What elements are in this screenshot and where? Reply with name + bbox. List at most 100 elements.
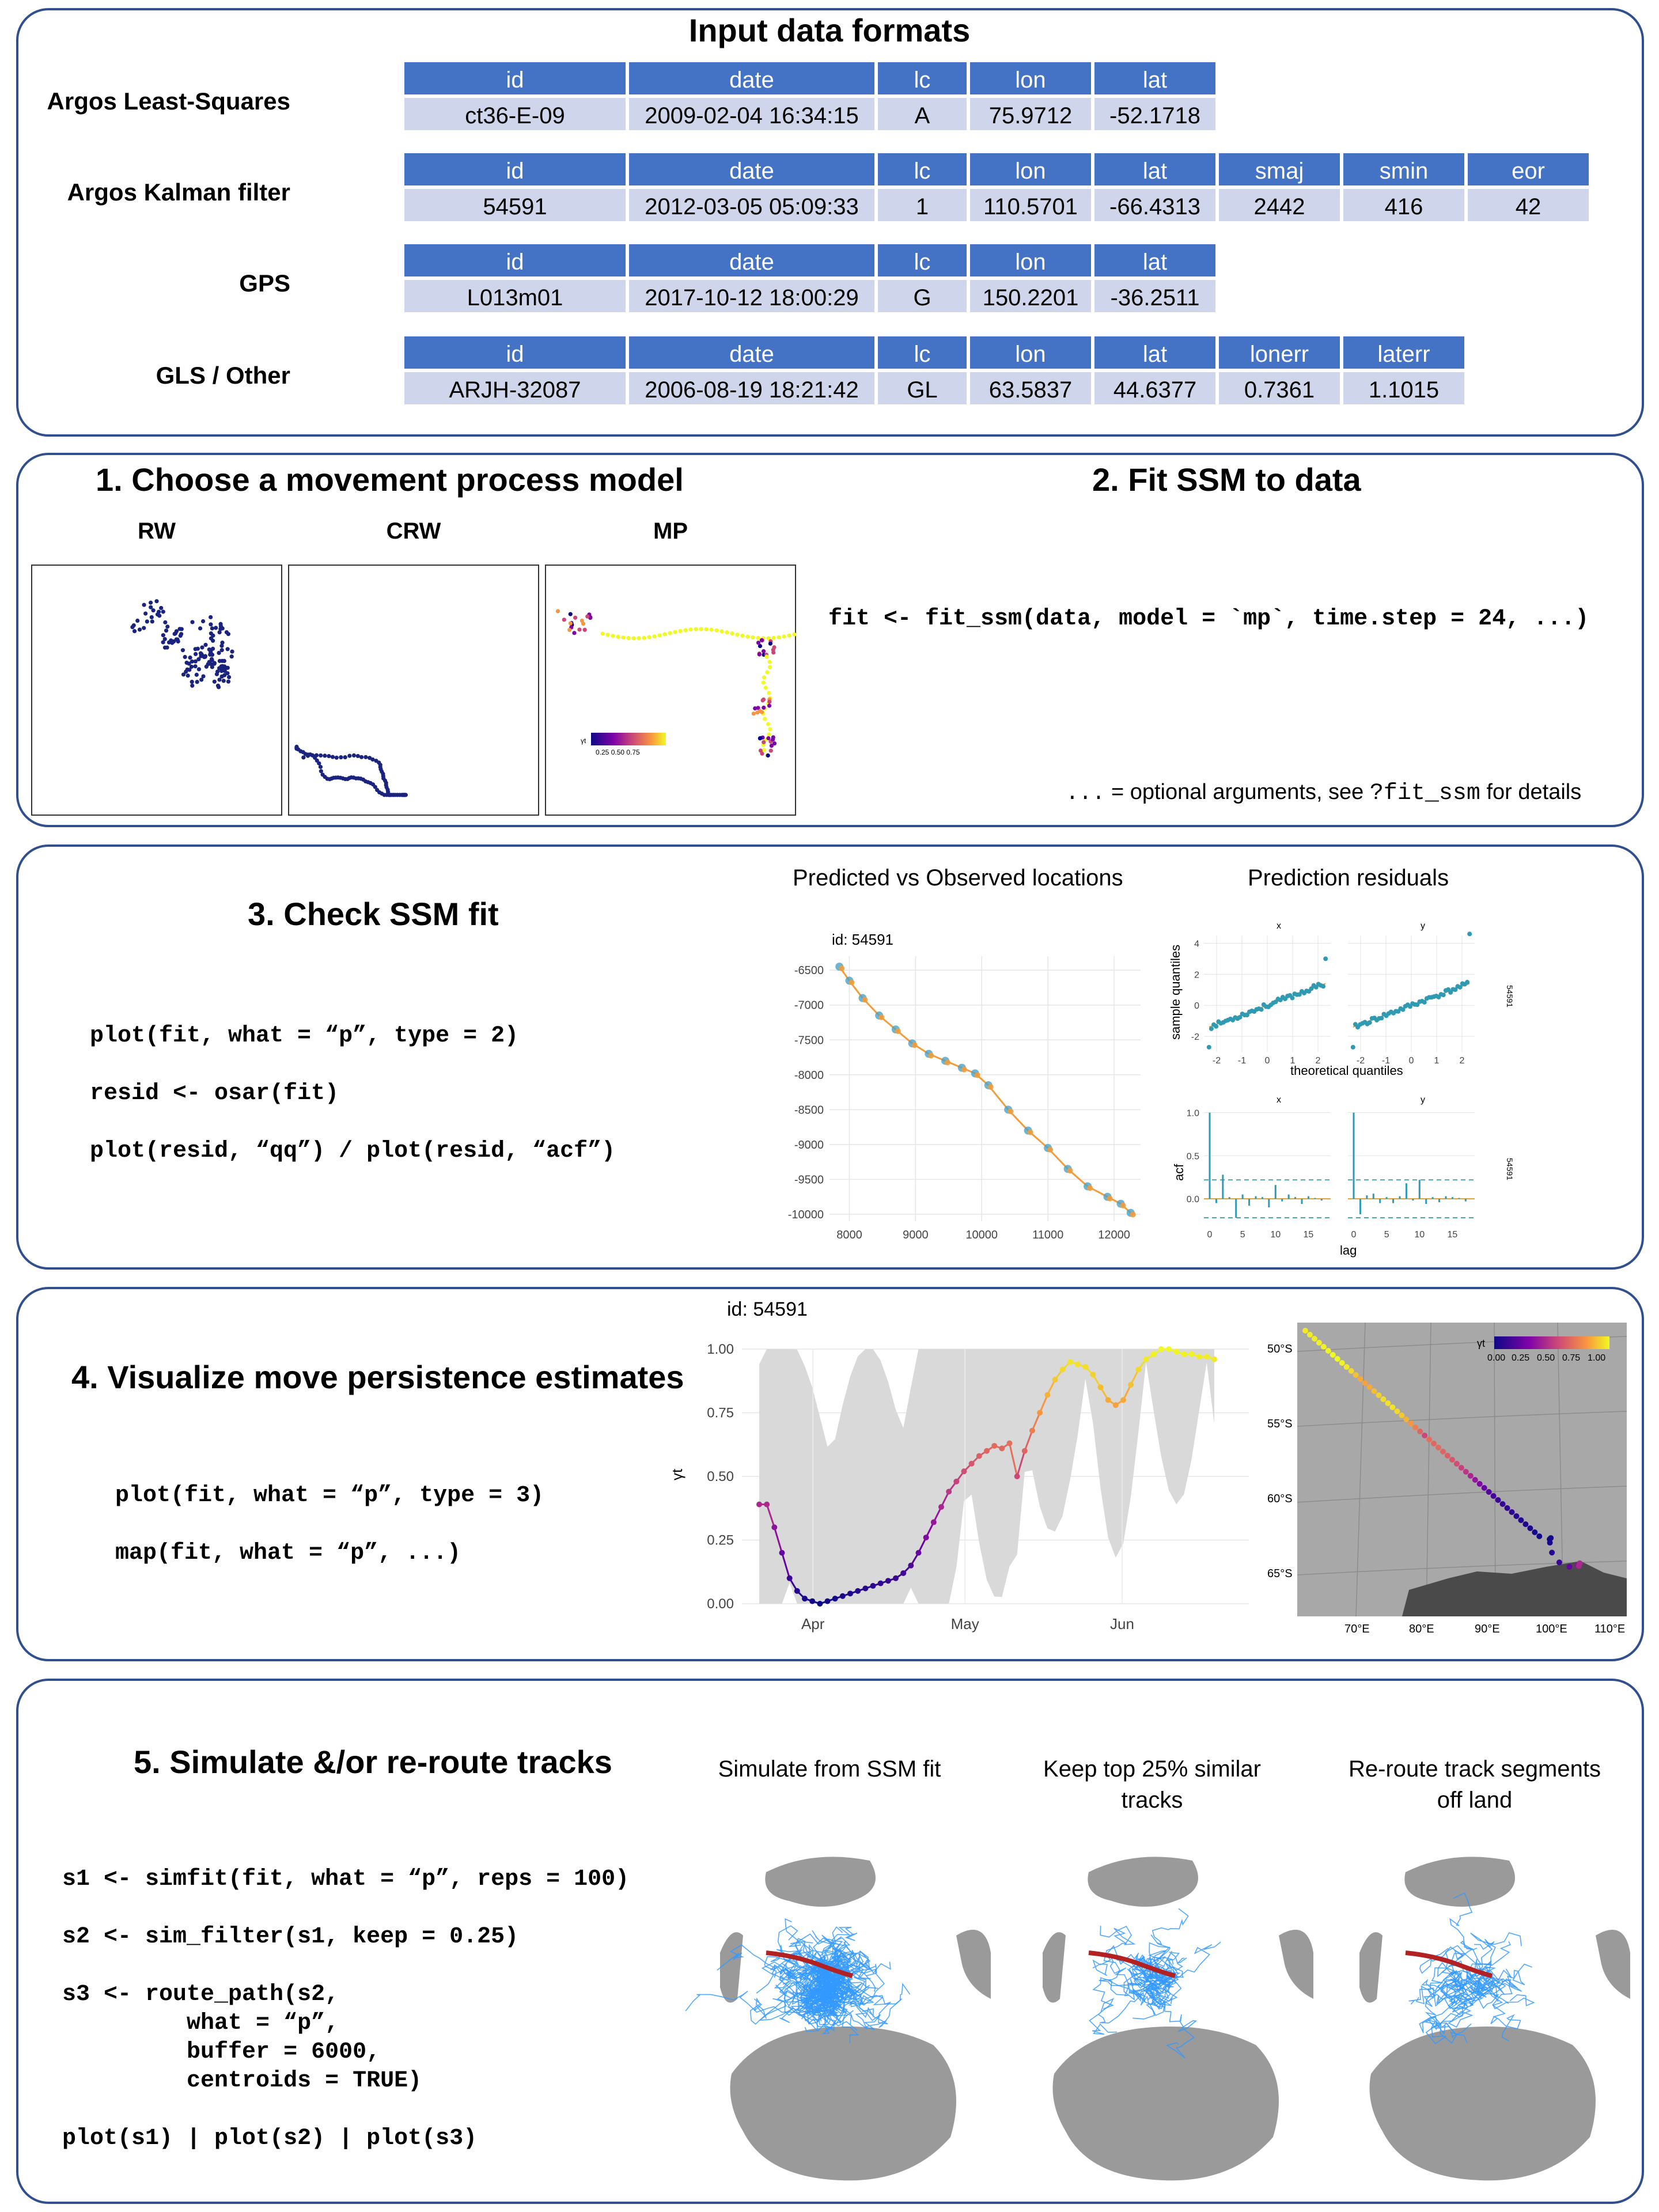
table-header-cell: eor [1468,153,1592,189]
map-tick-4: 1.00 [1588,1353,1605,1363]
map-lon-110: 110°E [1594,1623,1625,1635]
track-point [190,683,195,688]
simulated-track [1437,1961,1512,2001]
map-track-point [1463,1469,1469,1475]
track-point [568,612,573,616]
acf-x-tick: 0 [1351,1230,1357,1240]
map-track-point [1412,1425,1419,1430]
map-track-point [1453,1461,1460,1467]
map-track-point [1566,1563,1573,1570]
y-tick-label: -9500 [794,1173,824,1186]
observed-track [1088,1950,1176,1978]
gamma-point [1097,1384,1104,1391]
x-tick-label: 12000 [1098,1229,1130,1241]
fit-ssm-note: ... = optional arguments, see ?fit_ssm f… [1066,780,1581,806]
track-point [757,652,762,657]
gamma-point [794,1588,800,1594]
map-track-point [1320,1344,1327,1350]
map-track-point [1527,1525,1533,1531]
track-point [719,629,724,634]
track-point [204,664,209,669]
model-fit-panel [16,453,1644,827]
table-header-cell: smaj [1219,153,1343,189]
map-track-point [1417,1429,1423,1434]
track-point [214,626,218,630]
track-point [767,732,771,737]
input-formats-title: Input data formats [688,12,971,48]
track-point [600,631,605,636]
track-point [763,685,768,690]
qq-plot: -2 -1 0 1 2 -2 -1 0 1 2 -2 0 2 4 sample quantiles the… [1168,922,1514,1078]
gamma-point [923,1535,929,1541]
track-point [193,659,198,664]
table-cell: A [878,98,970,134]
qq-point [1309,986,1314,991]
step5-title: 5. Simulate &/or re-route tracks [134,1744,612,1780]
table-header-cell: lon [970,62,1094,98]
antarctica-land [1402,1561,1627,1616]
track-point [756,641,761,645]
y-tick-label: -7500 [794,1034,824,1047]
table-header-cell: lc [878,62,970,98]
track-point [375,787,380,793]
globe1-title: Simulate from SSM fit [680,1753,979,1785]
map-track-point [1348,1368,1354,1374]
track-point [184,660,189,665]
track-point [184,669,188,674]
simulated-track [1448,1892,1482,1985]
step4-code-2: map(fit, what = “p”, ...) [115,1540,461,1566]
gamma-y-tick: 1.00 [707,1342,734,1357]
track-point [759,638,764,642]
gamma-point [1006,1440,1013,1446]
gamma-point [1203,1354,1210,1360]
track-point [224,630,229,635]
qq-x-tick: 1 [1290,1056,1296,1066]
step5-code-4: what = “p”, [62,2010,339,2036]
globe2-title: Keep top 25% similar tracks [1002,1753,1302,1816]
gamma-point [832,1596,838,1602]
track-point [334,755,339,760]
gamma-x-label: Apr [801,1615,825,1633]
map-track-point [1389,1404,1396,1410]
track-point [782,634,786,639]
acf-facet-x: x [1277,1095,1281,1105]
qq-point [1400,1007,1406,1012]
track-point [327,753,331,759]
predicted-point [1107,1195,1113,1202]
gamma-line-segment [1024,1430,1033,1452]
madagascar-land [720,1932,743,2003]
track-point [180,648,185,653]
track-point [704,627,709,631]
map-track-point [1472,1477,1478,1483]
table-header-cell: lc [878,153,970,189]
track-point [756,706,760,710]
map-tick-2: 0.50 [1537,1353,1555,1363]
map-track-point [1481,1485,1487,1491]
simulated-track [1450,1940,1478,1988]
data-format-table: id date lc lon lat lonerr laterr ARJH-32087 2006… [404,336,1468,408]
track-point [764,654,769,659]
track-point [301,755,306,760]
table-header-cell: date [629,62,878,98]
track-point [194,652,198,657]
track-point [758,736,763,740]
table-header-row: id date lc lon lat smaj smin eor [404,153,1592,189]
map-track-point [1325,1348,1331,1354]
predicted-point [849,979,855,986]
step5-code-7: plot(s1) | plot(s2) | plot(s3) [62,2126,478,2152]
map-track-point [1302,1328,1308,1334]
track-point [221,679,226,683]
simulated-track [813,1926,846,1982]
track-point [568,621,573,626]
track-point [647,635,652,639]
track-point [196,667,202,672]
track-point [760,751,764,756]
track-point [694,627,698,631]
track-point [367,756,372,760]
track-point [207,660,211,664]
qq-point [1259,1007,1264,1012]
track-point [777,635,781,639]
map-tick-3: 0.75 [1562,1353,1580,1363]
track-point [203,642,208,647]
track-point [190,659,194,664]
